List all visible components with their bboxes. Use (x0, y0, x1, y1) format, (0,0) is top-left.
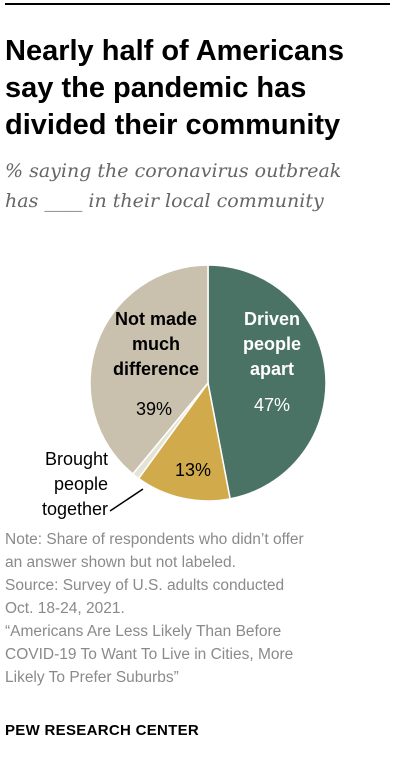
source-line: Source: Survey of U.S. adults conducted (5, 577, 285, 594)
slice-label: Brought people together (42, 449, 108, 519)
slice-label: Not made much difference (113, 309, 199, 379)
slice-value-label: 39% (136, 399, 172, 419)
note-line: Note: Share of respondents who didn’t of… (5, 531, 304, 548)
pie-slice (207, 264, 327, 500)
top-rule (5, 3, 390, 5)
subtitle-line-2: has ____ in their local community (5, 190, 324, 212)
chart-notes: Note: Share of respondents who didn’t of… (5, 528, 393, 689)
chart-subtitle: % saying the coronavirus outbreak has __… (5, 156, 390, 216)
slice-value-label: 47% (254, 395, 290, 415)
slice-value-label: 13% (175, 460, 211, 480)
note-line: an answer shown but not labeled. (5, 554, 236, 571)
report-title-line: Likely To Prefer Suburbs” (5, 669, 179, 686)
subtitle-line-1: % saying the coronavirus outbreak (5, 160, 342, 182)
pie-chart: Driven people apart 47% Brought people togethe… (42, 264, 327, 519)
chart-title: Nearly half of Americans say the pandemi… (5, 35, 344, 141)
slice-label: Driven people apart (243, 309, 301, 379)
pie-slice (137, 381, 231, 502)
source-line: Oct. 18-24, 2021. (5, 600, 125, 617)
report-title-line: “Americans Are Less Likely Than Before (5, 623, 282, 640)
pew-research-center-logo: PEW RESEARCH CENTER (5, 722, 200, 739)
pie-slice (89, 264, 209, 475)
leader-line (109, 488, 144, 512)
report-title-line: COVID-19 To Want To Live in Cities, More (5, 646, 294, 663)
